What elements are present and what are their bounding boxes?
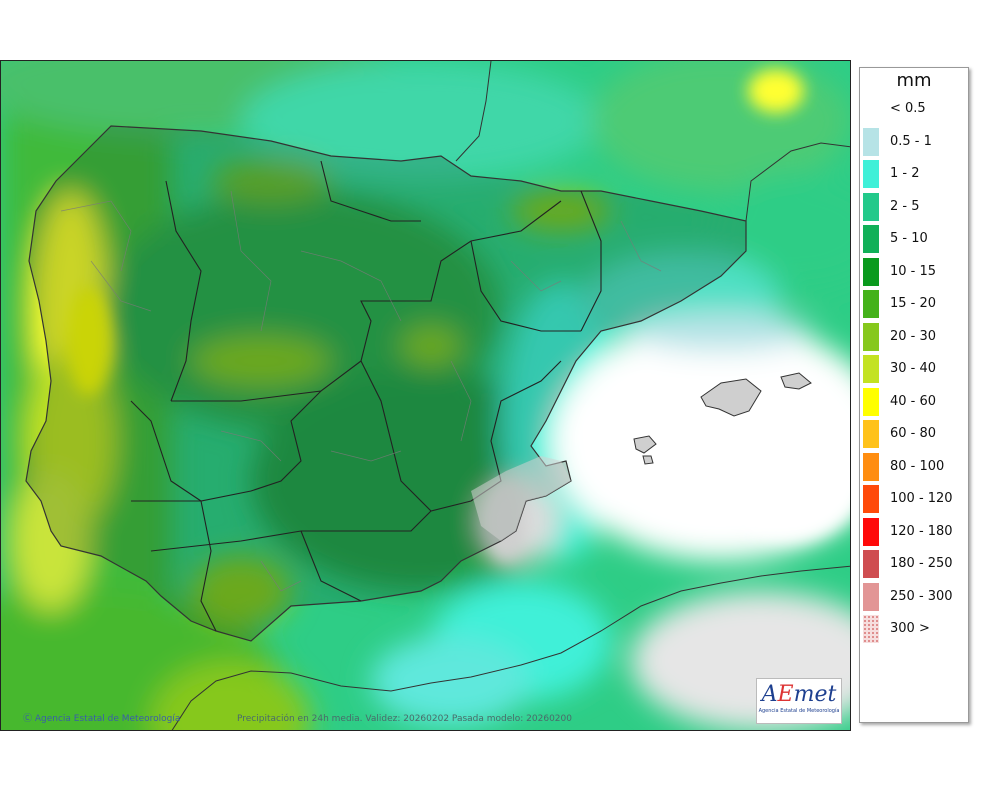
africa-coastline <box>171 565 850 730</box>
legend-label: 100 - 120 <box>890 491 953 506</box>
legend-swatch <box>863 225 879 253</box>
legend-swatch <box>863 420 879 448</box>
legend-swatch <box>863 550 879 578</box>
legend-swatch <box>863 517 879 546</box>
legend-item: 10 - 15 <box>863 257 963 287</box>
aemet-logo: AEmet Agencia Estatal de Meteorología <box>756 678 842 724</box>
copyright-icon: Ⓒ <box>23 714 35 724</box>
legend-item: 2 - 5 <box>863 192 963 222</box>
legend-title: mm <box>896 70 932 91</box>
legend-item: 20 - 30 <box>863 322 963 352</box>
legend-label: 250 - 300 <box>890 588 953 604</box>
legend-swatch <box>863 192 879 221</box>
legend-swatch <box>863 485 879 513</box>
southeast-relief <box>471 456 571 541</box>
legend-label: 2 - 5 <box>890 198 920 214</box>
legend-label: 120 - 180 <box>890 523 953 539</box>
agency-credit: Ⓒ Agencia Estatal de Meteorología <box>23 711 180 724</box>
legend-item: 1 - 2 <box>863 159 963 189</box>
legend-item: 300 > <box>863 614 963 644</box>
legend-label: 60 - 80 <box>890 426 937 441</box>
legend-swatch <box>863 355 879 383</box>
legend-item: 80 - 100 <box>863 452 963 482</box>
legend-item: 5 - 10 <box>863 224 963 254</box>
legend-label: 1 - 2 <box>890 166 920 181</box>
legend-item: 180 - 250 <box>863 549 963 579</box>
legend-label: 80 - 100 <box>890 458 945 474</box>
map-caption: Precipitación en 24h media. Validez: 202… <box>237 714 572 724</box>
legend-label: 10 - 15 <box>890 263 937 279</box>
legend-swatch <box>863 322 879 351</box>
balearic-islands <box>633 372 812 465</box>
legend-label: 180 - 250 <box>890 556 953 571</box>
legend-label: 20 - 30 <box>890 328 937 344</box>
legend-swatch <box>863 257 879 286</box>
legend-label: < 0.5 <box>890 101 926 116</box>
province-borders <box>60 190 662 592</box>
legend-item: 40 - 60 <box>863 387 963 417</box>
iberian-land-tint <box>26 126 746 641</box>
legend-item: 30 - 40 <box>863 354 963 384</box>
legend-swatch <box>863 582 879 611</box>
precipitation-map: Ⓒ Agencia Estatal de Meteorología Precip… <box>0 60 851 731</box>
legend-label: 40 - 60 <box>890 393 937 409</box>
legend-label: 15 - 20 <box>890 296 937 311</box>
legend-swatch <box>863 127 879 156</box>
legend-label: 300 > <box>890 621 930 636</box>
agency-credit-text: Agencia Estatal de Meteorología <box>34 714 181 724</box>
legend-item: 60 - 80 <box>863 419 963 449</box>
legend-label: 5 - 10 <box>890 231 928 246</box>
legend-item: 0.5 - 1 <box>863 127 963 157</box>
aemet-logo-subtitle: Agencia Estatal de Meteorología <box>758 708 840 714</box>
legend-swatch <box>863 160 879 188</box>
legend-label: 30 - 40 <box>890 361 937 376</box>
regional-borders <box>130 160 602 632</box>
legend-swatch <box>863 95 879 123</box>
legend-swatch <box>863 290 879 318</box>
legend-item: < 0.5 <box>863 94 963 124</box>
legend-label: 0.5 - 1 <box>890 133 932 149</box>
precipitation-legend: mm < 0.5 0.5 - 1 1 - 2 2 - 5 5 - 10 10 - 15 15… <box>859 67 969 723</box>
map-canvas <box>1 61 850 730</box>
aemet-logo-mark: AEmet <box>761 682 837 707</box>
legend-swatch <box>863 452 879 481</box>
france-border <box>455 61 850 222</box>
legend-item: 15 - 20 <box>863 289 963 319</box>
legend-item: 100 - 120 <box>863 484 963 514</box>
legend-swatch <box>863 387 879 416</box>
legend-swatch <box>863 615 879 643</box>
legend-item: 250 - 300 <box>863 582 963 612</box>
legend-item: 120 - 180 <box>863 517 963 547</box>
precipitation-highlights <box>67 69 850 561</box>
